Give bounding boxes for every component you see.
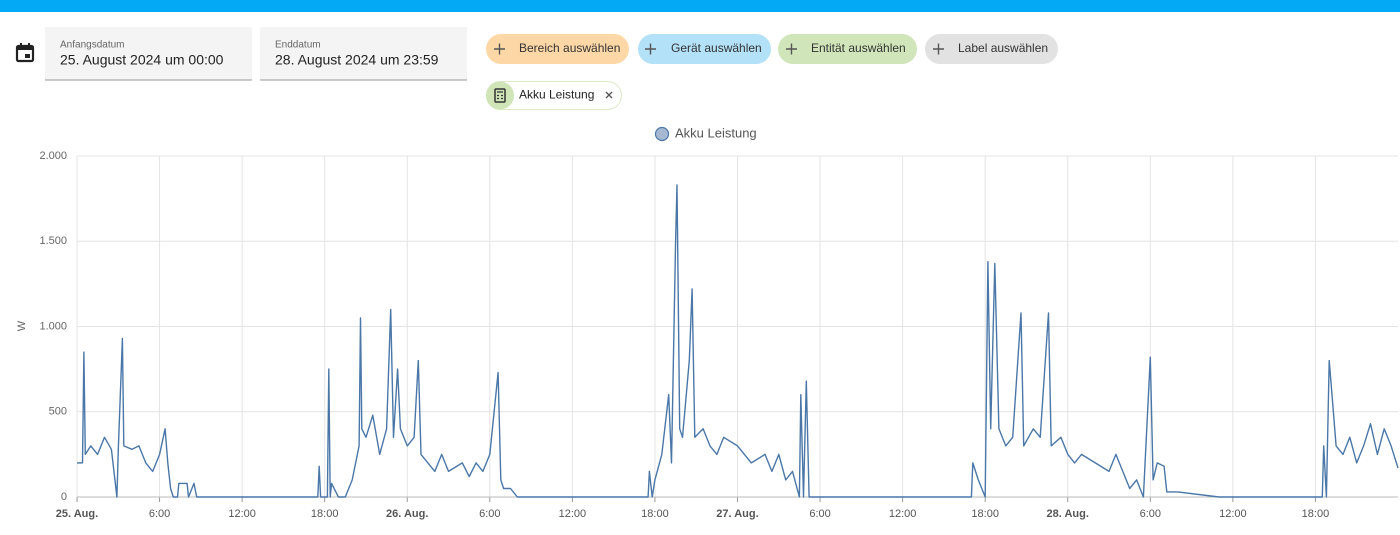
remove-icon[interactable] bbox=[605, 91, 613, 99]
x-tick-label: 18:00 bbox=[641, 508, 669, 520]
x-tick-label: 25. Aug. bbox=[56, 508, 98, 520]
y-tick-label: 1.500 bbox=[39, 235, 67, 247]
chip-label: Akku Leistung bbox=[519, 88, 594, 102]
x-tick-label: 27. Aug. bbox=[716, 508, 758, 520]
x-tick-label: 12:00 bbox=[228, 508, 256, 520]
selected-entity-chip[interactable]: Akku Leistung bbox=[486, 81, 622, 110]
chip-label: Label auswählen bbox=[958, 41, 1048, 55]
x-tick-label: 12:00 bbox=[559, 508, 587, 520]
x-tick-label: 18:00 bbox=[1302, 508, 1330, 520]
chip-label: Gerät auswählen bbox=[671, 41, 762, 55]
y-axis-label: W bbox=[16, 320, 28, 331]
x-tick-label: 6:00 bbox=[149, 508, 170, 520]
chip-area[interactable]: Bereich auswählen bbox=[486, 34, 629, 64]
x-tick-label: 28. Aug. bbox=[1047, 508, 1089, 520]
x-tick-label: 6:00 bbox=[809, 508, 830, 520]
x-tick-label: 6:00 bbox=[1140, 508, 1161, 520]
start-date-field[interactable]: Anfangsdatum 25. August 2024 um 00:00 bbox=[45, 27, 252, 81]
y-tick-label: 1.000 bbox=[39, 320, 67, 332]
end-date-field[interactable]: Enddatum 28. August 2024 um 23:59 bbox=[260, 27, 467, 81]
x-tick-label: 12:00 bbox=[1219, 508, 1247, 520]
y-tick-label: 2.000 bbox=[39, 150, 67, 162]
legend-marker bbox=[654, 126, 670, 142]
chip-device[interactable]: Gerät auswählen bbox=[638, 34, 771, 64]
y-tick-label: 500 bbox=[49, 406, 67, 418]
x-tick-label: 18:00 bbox=[971, 508, 999, 520]
field-label: Anfangsdatum bbox=[60, 40, 125, 51]
data-line bbox=[77, 184, 1399, 498]
field-value: 25. August 2024 um 00:00 bbox=[60, 52, 224, 68]
legend-label: Akku Leistung bbox=[675, 125, 757, 140]
x-tick-label: 12:00 bbox=[889, 508, 917, 520]
x-tick-label: 26. Aug. bbox=[386, 508, 428, 520]
chip-label: Bereich auswählen bbox=[519, 41, 620, 55]
top-bar bbox=[0, 0, 1400, 12]
field-label: Enddatum bbox=[275, 40, 321, 51]
x-tick-label: 6:00 bbox=[479, 508, 500, 520]
chip-label: Entität auswählen bbox=[811, 41, 906, 55]
x-tick-label: 18:00 bbox=[311, 508, 339, 520]
calendar-icon[interactable] bbox=[15, 43, 35, 63]
chip-entity[interactable]: Entität auswählen bbox=[778, 34, 917, 64]
y-tick-label: 0 bbox=[61, 491, 67, 503]
field-value: 28. August 2024 um 23:59 bbox=[275, 52, 439, 68]
chip-label-select[interactable]: Label auswählen bbox=[925, 34, 1058, 64]
